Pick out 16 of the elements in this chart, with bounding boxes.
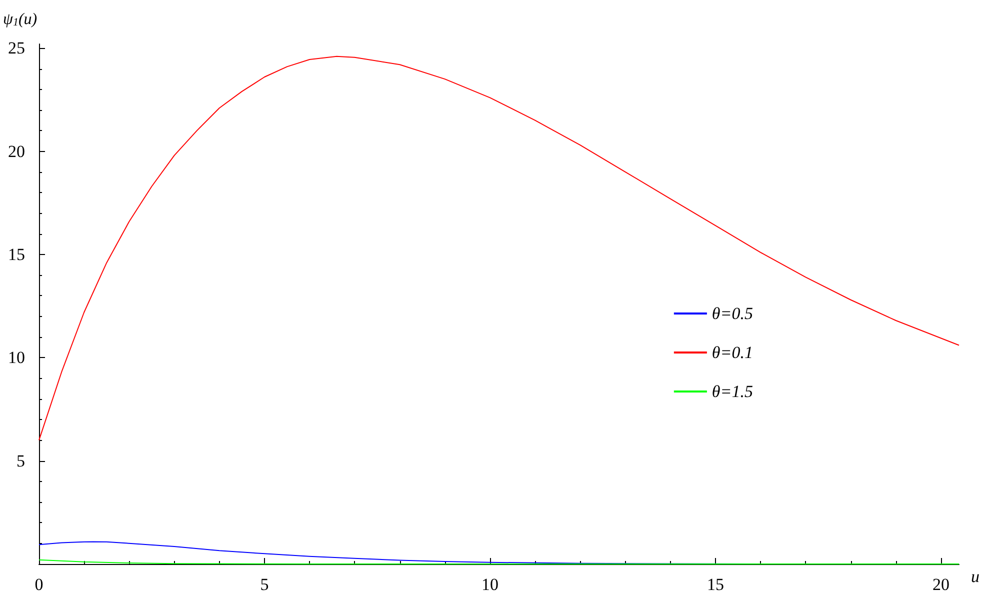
x-tick-label: 20 <box>932 575 950 594</box>
y-tick-label: 10 <box>8 348 25 368</box>
y-tick-label: 5 <box>16 451 25 470</box>
y-tick-label: 25 <box>8 38 25 58</box>
x-axis-title: u <box>971 567 980 586</box>
y-tick-label: 20 <box>8 142 25 161</box>
x-tick-label: 10 <box>481 575 498 594</box>
line-series <box>38 56 960 441</box>
legend-label: θ=0.5 <box>712 304 754 323</box>
x-tick-label: 5 <box>260 575 269 594</box>
legend-label: θ=1.5 <box>712 382 754 401</box>
x-tick-label: 15 <box>706 575 724 594</box>
legend-label: θ=0.1 <box>712 343 754 362</box>
y-axis-title: ψ1(u) <box>3 11 38 28</box>
x-tick-label: 0 <box>34 575 44 594</box>
y-tick-label: 15 <box>8 244 25 264</box>
